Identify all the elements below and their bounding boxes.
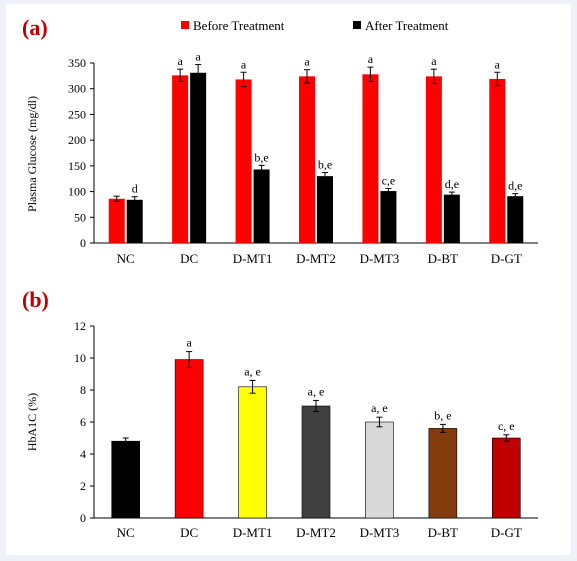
chart-b-bar: [111, 440, 141, 519]
chart-a-significance-label: a: [304, 55, 310, 69]
chart-b-bar: [174, 359, 204, 519]
chart-b-bar: [365, 421, 394, 519]
chart-a-category-label: D-MT1: [233, 251, 273, 266]
chart-a-bar-after: [380, 191, 397, 243]
chart-a-significance-label: b,e: [318, 158, 332, 172]
chart-a-category-label: D-MT2: [296, 251, 336, 266]
legend-label-after: After Treatment: [365, 18, 449, 33]
chart-a-category-label: NC: [117, 251, 135, 266]
chart-a-category-label: DC: [180, 251, 198, 266]
chart-b-y-tick-label: 6: [80, 415, 86, 429]
chart-a-category-label: D-BT: [428, 251, 458, 266]
chart-a-bar-after: [317, 176, 333, 243]
chart-b-significance-label: b, e: [434, 408, 451, 422]
chart-a-y-tick-label: 0: [80, 236, 86, 250]
chart-a-y-tick-label: 250: [68, 107, 86, 121]
chart-b-category-label: D-MT2: [296, 525, 336, 540]
chart-a-y-tick-label: 100: [68, 185, 86, 199]
chart-a-bar-before: [425, 76, 442, 243]
chart-b-significance-label: c, e: [498, 419, 515, 433]
chart-a-y-axis-label: Plasma Glucose (mg/dl): [25, 96, 39, 212]
panel-a-label: (a): [22, 15, 48, 40]
chart-a-significance-label: a: [177, 54, 183, 68]
chart-b-significance-label: a, e: [371, 401, 388, 415]
chart-a-bar-after: [253, 169, 270, 243]
chart-a-significance-label: a: [368, 52, 374, 66]
chart-b-significance-label: a: [186, 336, 192, 350]
chart-a-significance-label: b,e: [254, 150, 268, 164]
chart-b-bar: [428, 428, 458, 519]
chart-a-category-label: D-MT3: [360, 251, 400, 266]
chart-a-y-tick-label: 200: [68, 133, 86, 147]
chart-b-significance-label: a, e: [308, 384, 325, 398]
chart-b-y-tick-label: 10: [74, 351, 86, 365]
figure-canvas: (a) (b) Before Treatment After Treatment…: [22, 15, 538, 540]
chart-a-significance-label: a: [495, 57, 501, 71]
chart-b-category-label: D-GT: [491, 525, 522, 540]
chart-b-category-label: NC: [117, 525, 135, 540]
legend-label-before: Before Treatment: [193, 18, 285, 33]
chart-b-y-tick-label: 8: [80, 383, 86, 397]
panel-b-label: (b): [22, 287, 49, 312]
chart-b-y-tick-label: 4: [80, 447, 86, 461]
chart-a-bar-before: [108, 198, 125, 243]
legend-swatch-after: [353, 21, 361, 29]
chart-a-plasma-glucose: Before Treatment After Treatment Plasma …: [25, 18, 538, 266]
chart-b-category-label: D-BT: [428, 525, 458, 540]
chart-a-significance-label: a: [241, 57, 247, 71]
chart-b-significance-label: a, e: [244, 364, 261, 378]
chart-b-category-label: D-MT1: [233, 525, 273, 540]
legend-swatch-before: [181, 21, 189, 29]
chart-a-bar-before: [489, 78, 506, 243]
chart-b-y-axis-label: HbA1C (%): [25, 393, 39, 451]
chart-a-bar-before: [172, 75, 189, 243]
chart-a-y-tick-label: 150: [68, 159, 86, 173]
chart-a-significance-label: d,e: [508, 179, 522, 193]
chart-a-y-tick-label: 50: [74, 210, 86, 224]
chart-a-significance-label: d: [132, 182, 138, 196]
chart-b-bar: [301, 405, 331, 519]
chart-a-bar-after: [507, 196, 524, 243]
chart-a-significance-label: d,e: [445, 177, 459, 191]
chart-a-y-tick-label: 350: [68, 56, 86, 70]
chart-b-y-tick-label: 12: [74, 319, 86, 333]
chart-a-bar-before: [299, 76, 315, 243]
chart-a-category-label: D-GT: [491, 251, 522, 266]
chart-a-bar-before: [235, 79, 252, 243]
chart-b-category-label: D-MT3: [360, 525, 400, 540]
chart-a-y-tick-label: 300: [68, 82, 86, 96]
chart-a-bar-after: [126, 199, 143, 243]
chart-a-significance-label: a: [431, 54, 437, 68]
chart-a-bar-before: [362, 74, 379, 243]
figure-panel: (a) (b) Before Treatment After Treatment…: [6, 4, 571, 555]
chart-a-bar-after: [190, 72, 207, 244]
chart-a-significance-label: a: [195, 50, 201, 64]
chart-a-bar-after: [443, 194, 460, 243]
chart-b-y-tick-label: 2: [80, 479, 86, 493]
chart-a-significance-label: c,e: [382, 173, 396, 187]
chart-b-category-label: DC: [180, 525, 198, 540]
chart-b-bar: [238, 386, 267, 519]
chart-b-hba1c: HbA1C (%) 0 2 4 6 8 10 12 NC DC a D-MT1 a, e D-MT2 a,…: [25, 319, 538, 540]
chart-b-bar: [491, 437, 521, 519]
chart-b-y-tick-label: 0: [80, 511, 86, 525]
